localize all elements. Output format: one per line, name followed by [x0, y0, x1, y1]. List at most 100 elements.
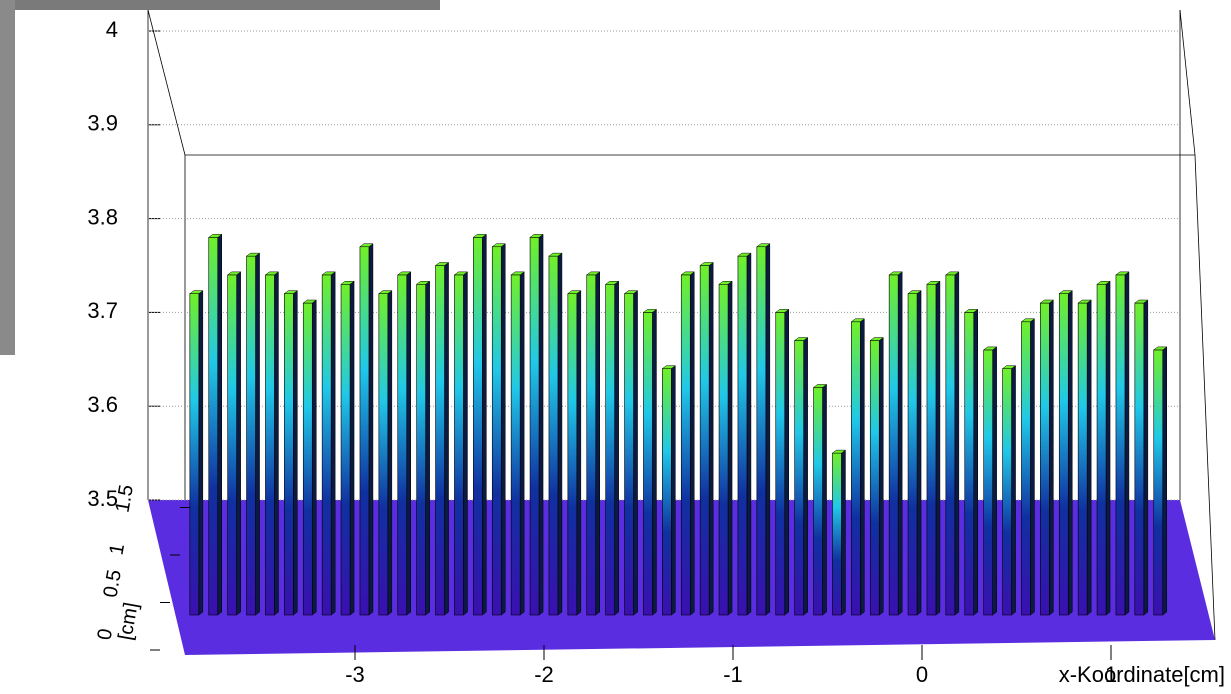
bar-front — [927, 284, 936, 615]
bar-side — [1144, 300, 1148, 615]
y-tick-label: 0.5 — [99, 568, 125, 599]
bar-front — [1116, 275, 1125, 615]
bar — [417, 281, 430, 615]
bar-front — [492, 247, 501, 615]
y-tick-label: 0 — [93, 627, 117, 642]
bar-front — [1097, 284, 1106, 615]
bar-front — [606, 284, 615, 615]
bar-front — [719, 284, 728, 615]
bar — [398, 272, 411, 615]
bar — [832, 450, 845, 615]
bar-front — [795, 341, 804, 615]
photo-fragment — [0, 0, 440, 10]
bar — [776, 309, 789, 615]
bar — [965, 309, 978, 615]
bar — [568, 291, 581, 615]
bar — [379, 291, 392, 615]
bar-front — [511, 275, 520, 615]
bar-front — [662, 369, 671, 615]
bar-side — [596, 272, 600, 615]
bar-front — [851, 322, 860, 615]
bar — [190, 291, 203, 615]
bar-side — [766, 244, 770, 615]
bar — [700, 263, 713, 616]
bar-front — [436, 266, 445, 616]
bar-side — [407, 272, 411, 615]
bar — [927, 281, 940, 615]
bar-side — [293, 291, 297, 615]
bar-front — [190, 294, 199, 615]
bar-side — [823, 384, 827, 615]
bar-side — [879, 338, 883, 615]
bar-side — [218, 234, 222, 615]
bar-side — [709, 263, 713, 616]
x-tick-label: -3 — [345, 662, 365, 687]
bar — [795, 338, 808, 615]
bar — [1078, 300, 1091, 615]
bar-front — [889, 275, 898, 615]
bar-front — [530, 237, 539, 615]
bar — [1135, 300, 1148, 615]
bar-side — [747, 253, 751, 615]
bar — [1040, 300, 1053, 615]
bar-side — [974, 309, 978, 615]
bar-front — [681, 275, 690, 615]
bar-front — [417, 284, 426, 615]
bar-front — [1154, 350, 1163, 615]
bar-side — [1125, 272, 1129, 615]
bar-front — [265, 275, 274, 615]
bar-front — [454, 275, 463, 615]
bar-side — [577, 291, 581, 615]
bar — [1154, 347, 1167, 615]
bar-side — [728, 281, 732, 615]
bar-side — [482, 234, 486, 615]
bar-front — [303, 303, 312, 615]
bar-side — [690, 272, 694, 615]
bar — [1003, 366, 1016, 615]
z-tick-label: 4 — [106, 17, 118, 42]
bar-front — [814, 387, 823, 615]
bar — [870, 338, 883, 615]
bar-side — [256, 253, 260, 615]
frame-edge — [1195, 155, 1215, 640]
bar — [436, 263, 449, 616]
z-tick-label: 3.8 — [87, 204, 118, 229]
bar-side — [993, 347, 997, 615]
bar-side — [312, 300, 316, 615]
bar — [1021, 319, 1034, 615]
bar-side — [955, 272, 959, 615]
bar-front — [870, 341, 879, 615]
bar-front — [908, 294, 917, 615]
bar-side — [501, 244, 505, 615]
bar-side — [1163, 347, 1167, 615]
bar-front — [738, 256, 747, 615]
bar — [1059, 291, 1072, 615]
bar-front — [1003, 369, 1012, 615]
bar-front — [1059, 294, 1068, 615]
bar-front — [379, 294, 388, 615]
x-axis-label: x-Koordinate[cm] — [1059, 662, 1225, 687]
bar — [322, 272, 335, 615]
bar-front — [228, 275, 237, 615]
bar-side — [1068, 291, 1072, 615]
bar-side — [1049, 300, 1053, 615]
bar-front — [284, 294, 293, 615]
bar-side — [634, 291, 638, 615]
frame-edge — [148, 10, 185, 155]
bar-side — [1087, 300, 1091, 615]
bar — [643, 309, 656, 615]
bar-front — [700, 266, 709, 616]
bar — [209, 234, 222, 615]
bar — [549, 253, 562, 615]
bar — [814, 384, 827, 615]
bar-side — [463, 272, 467, 615]
bar — [757, 244, 770, 615]
bar-front — [587, 275, 596, 615]
bar-front — [209, 237, 218, 615]
bar — [662, 366, 675, 615]
bar-front — [360, 247, 369, 615]
bar — [908, 291, 921, 615]
z-tick-label: 3.9 — [87, 111, 118, 136]
bar-front — [247, 256, 256, 615]
bar — [1116, 272, 1129, 615]
